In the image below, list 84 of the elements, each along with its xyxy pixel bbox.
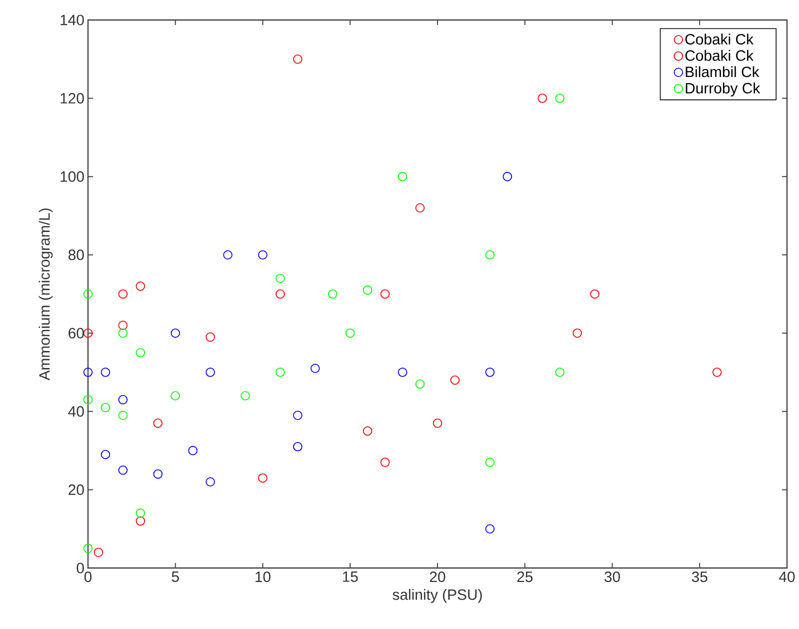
legend-label: Durroby Ck [686,82,760,96]
point [136,508,146,518]
point [118,289,128,299]
point [206,477,215,487]
point [276,368,285,377]
point [206,368,215,377]
point [83,289,93,299]
point [328,289,338,299]
x-tick-label: 5 [172,572,179,582]
point [100,450,110,460]
point [83,395,93,404]
point [100,368,110,377]
x-tick-label: 25 [517,572,533,582]
point [118,410,128,420]
point [136,348,146,358]
point [362,285,372,295]
point [118,328,128,338]
point [380,289,390,299]
point [276,289,285,299]
point [83,328,93,338]
x-tick-label: 0 [84,572,92,582]
point [712,368,722,377]
point [153,469,163,479]
point [432,418,442,428]
y-tick-label: 0 [76,562,84,574]
point [415,379,425,389]
legend-label: Cobaki Ck [685,50,754,61]
y-axis-title: Ammonium (microgram/L) [38,208,53,380]
y-tick-label: 40 [68,406,84,417]
point [83,544,93,554]
point [310,364,320,374]
point [293,410,302,420]
point [485,250,495,260]
point [293,442,302,452]
x-tick-label: 20 [430,572,446,582]
y-tick-label: 120 [60,92,84,104]
x-tick-label: 35 [692,572,708,582]
point [555,368,564,377]
point [380,458,390,467]
point [293,54,302,64]
point [450,375,460,385]
point [415,203,425,213]
point [118,465,128,475]
point [485,524,495,534]
point [100,402,110,412]
point [136,516,146,526]
x-tick-label: 15 [342,572,358,582]
x-tick-label: 30 [604,572,620,582]
point [170,391,180,400]
point [188,446,198,456]
point [170,328,180,338]
point [94,548,104,557]
x-tick-label: 40 [779,572,795,582]
y-tick-label: 80 [68,250,84,260]
point [590,289,600,299]
point [485,458,495,467]
point [153,418,163,428]
point [118,320,128,330]
y-tick-label: 100 [60,171,84,182]
x-axis-title: salinity (PSU) [392,588,482,603]
point [240,391,250,400]
point [345,328,355,338]
legend-label: Bilambil Ck [686,66,760,78]
point [276,274,285,283]
y-tick-label: 60 [68,328,84,338]
point [538,94,548,103]
legend-label: Cobaki Ck [685,34,754,45]
point [502,172,512,182]
point [223,250,232,260]
y-tick-label: 140 [60,14,84,26]
point [398,368,408,377]
point [398,172,408,182]
point [258,473,268,483]
point [572,328,582,338]
point [83,368,93,377]
point [362,426,372,436]
point [485,368,495,377]
y-tick-label: 20 [68,484,84,495]
point [555,94,564,103]
point [118,395,128,404]
point [136,282,146,291]
point [206,332,215,342]
point [258,250,268,260]
x-tick-label: 10 [256,572,270,582]
